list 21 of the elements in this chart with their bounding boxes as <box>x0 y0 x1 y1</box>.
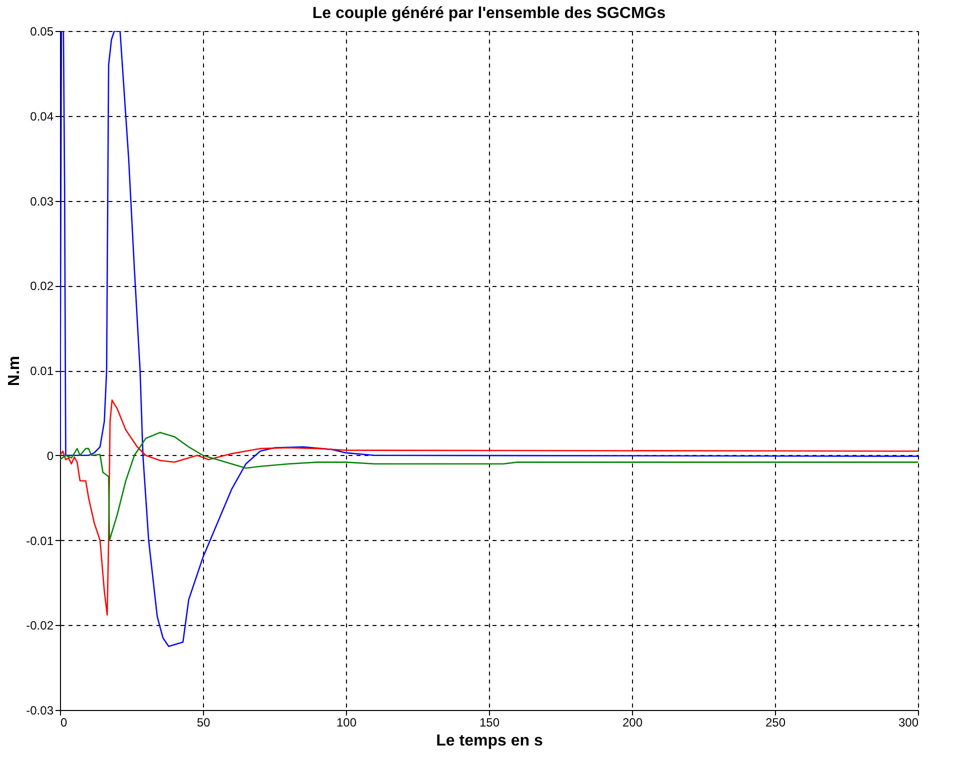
line-series <box>60 432 918 541</box>
y-tick-label: -0.01 <box>26 534 54 548</box>
y-tick-label: 0.01 <box>30 364 54 378</box>
chart-title: Le couple généré par l'ensemble des SGCMGs <box>312 5 666 22</box>
y-axis-title: N.m <box>6 356 24 386</box>
y-tick-label: 0.05 <box>30 24 54 38</box>
x-tick-label: 150 <box>479 716 500 730</box>
x-axis-title: Le temps en s <box>436 732 543 750</box>
line-series <box>60 400 918 616</box>
y-tick-label: 0 <box>46 448 54 463</box>
x-tick-label: 250 <box>765 716 786 730</box>
y-tick-label: 0.04 <box>30 109 54 124</box>
y-tick-label: 0.02 <box>30 279 54 294</box>
x-tick-label: 50 <box>196 716 210 730</box>
x-tick-label: 200 <box>622 716 643 730</box>
x-tick-label: 100 <box>336 716 357 730</box>
x-tick-label: 300 <box>898 716 919 730</box>
y-tick-label: -0.03 <box>26 704 54 718</box>
y-tick-label: 0.03 <box>30 194 54 208</box>
x-tick-label: 0 <box>60 716 68 730</box>
y-tick-label: -0.02 <box>26 618 54 633</box>
